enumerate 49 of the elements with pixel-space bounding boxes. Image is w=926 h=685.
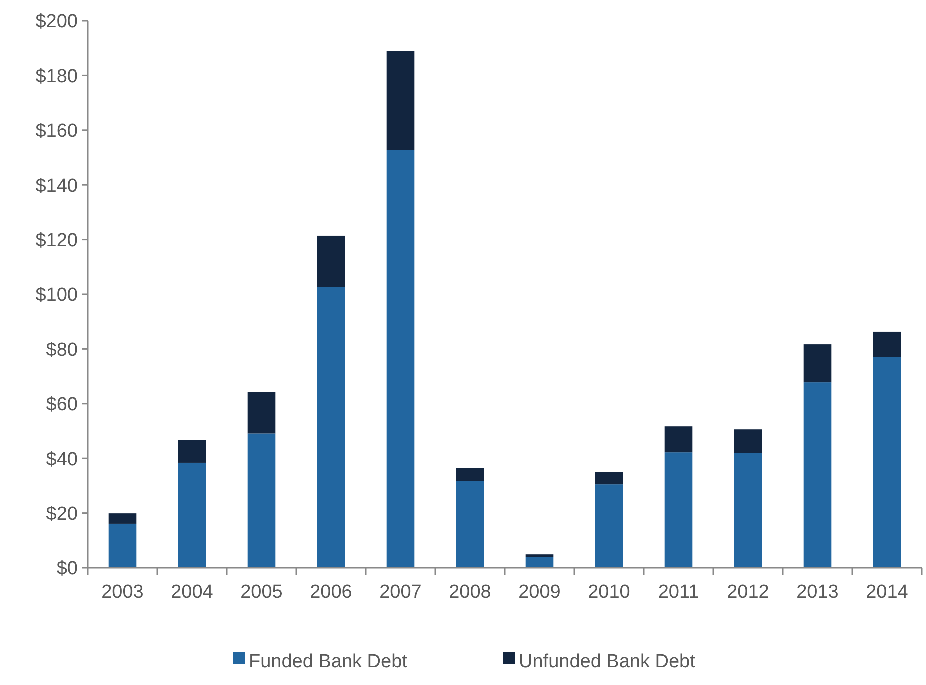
bar bbox=[248, 392, 276, 434]
bar bbox=[595, 484, 624, 568]
y-tick-label: $100 bbox=[36, 285, 78, 306]
bar bbox=[873, 357, 902, 568]
bar bbox=[248, 434, 276, 568]
y-tick-label: $120 bbox=[36, 230, 78, 252]
bar bbox=[664, 452, 693, 568]
bar bbox=[804, 344, 832, 383]
bar bbox=[178, 462, 206, 568]
bar bbox=[873, 332, 902, 358]
x-tick-label: 2013 bbox=[796, 582, 839, 603]
y-tick-label: $160 bbox=[36, 121, 78, 142]
bar bbox=[386, 51, 415, 150]
bar bbox=[386, 150, 415, 568]
x-tick-label: 2011 bbox=[658, 582, 700, 603]
x-tick-label: 2012 bbox=[727, 582, 770, 603]
y-tick-label: $140 bbox=[36, 176, 78, 197]
bar bbox=[804, 382, 832, 568]
x-tick-label: 2009 bbox=[518, 582, 561, 603]
bar bbox=[108, 514, 137, 524]
y-tick-label: $40 bbox=[46, 449, 78, 470]
bar bbox=[317, 287, 346, 568]
x-tick-label: 2005 bbox=[240, 582, 283, 603]
bar bbox=[317, 236, 346, 288]
x-tick-label: 2010 bbox=[588, 582, 630, 603]
bar bbox=[734, 453, 762, 568]
x-tick-label: 2003 bbox=[102, 582, 144, 603]
x-tick-label: 2014 bbox=[866, 582, 909, 603]
bar bbox=[456, 468, 484, 482]
legend-label: Funded Bank Debt bbox=[249, 652, 408, 673]
bar bbox=[734, 430, 762, 454]
bar bbox=[526, 557, 554, 568]
y-tick-label: $200 bbox=[36, 12, 78, 33]
y-tick-label: $80 bbox=[46, 340, 78, 361]
bar bbox=[595, 472, 624, 485]
y-tick-label: $0 bbox=[56, 558, 78, 580]
legend-label: Unfunded Bank Debt bbox=[519, 652, 696, 673]
x-tick-label: 2004 bbox=[171, 582, 214, 603]
y-tick-label: $20 bbox=[46, 504, 78, 525]
bar bbox=[456, 481, 484, 568]
x-tick-label: 2006 bbox=[310, 582, 352, 603]
bar bbox=[178, 440, 206, 463]
bar bbox=[526, 554, 554, 558]
y-tick-label: $180 bbox=[36, 66, 78, 88]
x-tick-label: 2007 bbox=[380, 582, 422, 603]
y-tick-label: $60 bbox=[46, 394, 78, 416]
x-tick-label: 2008 bbox=[449, 582, 492, 603]
bar bbox=[664, 426, 693, 453]
bar bbox=[108, 524, 137, 568]
